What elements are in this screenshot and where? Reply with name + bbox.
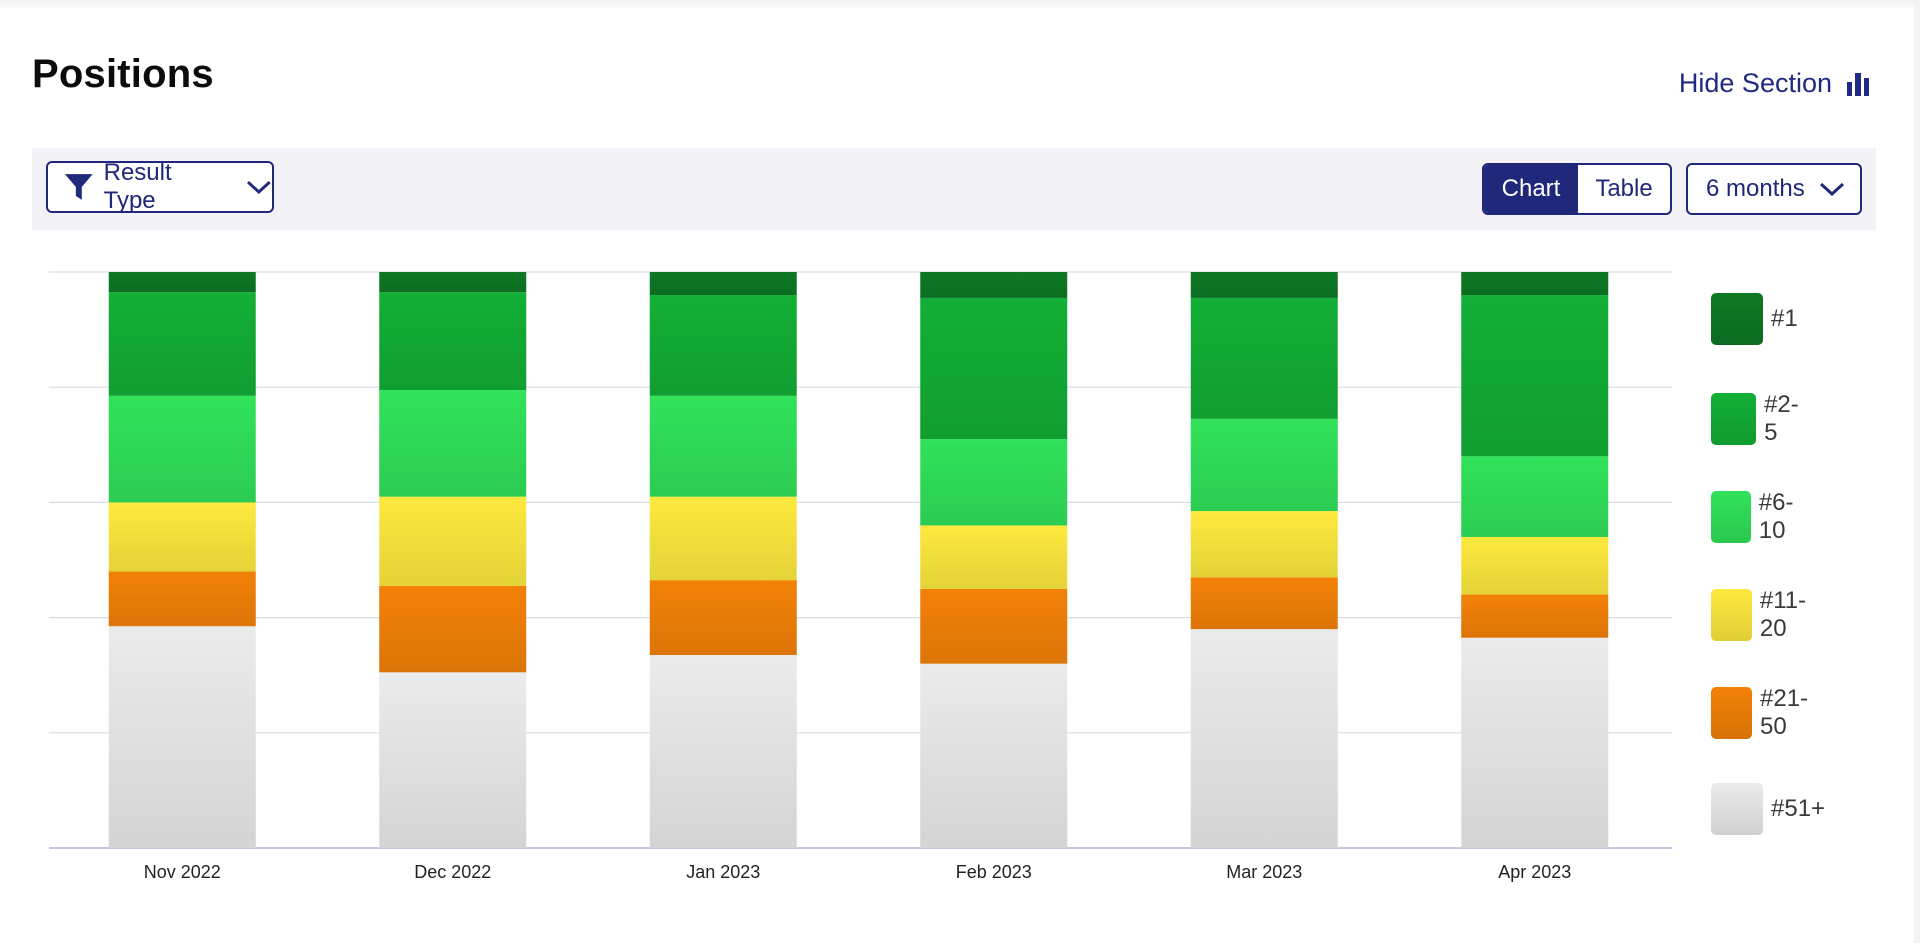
legend-swatch [1711, 589, 1752, 641]
time-range-label: 6 months [1706, 175, 1805, 202]
x-tick-label: Jan 2023 [686, 862, 760, 882]
bar-segment-1120-nov-2022[interactable] [108, 502, 256, 572]
bar-segment-610-nov-2022[interactable] [108, 395, 256, 503]
legend-label: #2-5 [1764, 391, 1799, 446]
legend-item[interactable]: #6-10 [1711, 489, 1806, 545]
bar-segment-1-feb-2023[interactable] [920, 272, 1068, 298]
bar-segment-1120-mar-2023[interactable] [1190, 511, 1338, 578]
bars [108, 272, 1609, 848]
bar-segment-1120-dec-2022[interactable] [379, 496, 527, 586]
bar-segment-25-nov-2022[interactable] [108, 292, 256, 396]
chevron-down-icon [1819, 182, 1844, 197]
x-tick-label: Apr 2023 [1498, 862, 1571, 882]
legend-label: #1 [1771, 305, 1798, 332]
bar-segment-25-jan-2023[interactable] [649, 295, 797, 396]
bar-segment-610-mar-2023[interactable] [1190, 418, 1338, 512]
bar-segment-51-jan-2023[interactable] [649, 655, 797, 848]
bar-segment-2150-apr-2023[interactable] [1461, 594, 1609, 638]
x-axis: Nov 2022 Dec 2022 Jan 2023 Feb 2023 Mar 2023… [144, 862, 1572, 882]
bar-segment-25-feb-2023[interactable] [920, 297, 1068, 440]
bar-segment-2150-mar-2023[interactable] [1190, 577, 1338, 630]
result-type-label: Result Type [103, 159, 172, 214]
bar-segment-25-dec-2022[interactable] [379, 292, 527, 391]
bar-segment-2150-feb-2023[interactable] [920, 588, 1068, 664]
legend-item[interactable]: #2-5 [1711, 391, 1806, 447]
bar-segment-610-jan-2023[interactable] [649, 395, 797, 497]
bar-segment-25-mar-2023[interactable] [1190, 297, 1338, 419]
chevron-down-icon [247, 180, 272, 194]
bar-segment-1-dec-2022[interactable] [379, 272, 527, 293]
x-tick-label: Feb 2023 [956, 862, 1032, 882]
hide-section-label: Hide Section [1678, 68, 1832, 98]
page-right-edge [1914, 0, 1920, 943]
bar-chart-icon [1847, 72, 1869, 96]
bar-segment-610-apr-2023[interactable] [1461, 456, 1609, 537]
bar-segment-1120-feb-2023[interactable] [920, 525, 1068, 589]
legend-swatch [1711, 783, 1763, 835]
bar-segment-610-feb-2023[interactable] [920, 439, 1068, 526]
legend-swatch [1711, 687, 1753, 739]
bar-segment-51-mar-2023[interactable] [1190, 629, 1338, 848]
gridlines [49, 271, 1672, 849]
result-type-filter-button[interactable]: Result Type [46, 159, 274, 214]
bar-segment-1-jan-2023[interactable] [649, 272, 797, 296]
bar-segment-25-apr-2023[interactable] [1461, 295, 1609, 457]
bar-segment-1-nov-2022[interactable] [108, 272, 256, 293]
chart-view-option[interactable]: Chart [1484, 165, 1578, 213]
time-range-dropdown[interactable]: 6 months [1686, 163, 1862, 215]
funnel-icon [64, 174, 93, 200]
legend-item[interactable]: #51+ [1711, 783, 1825, 835]
legend-item[interactable]: #1 [1711, 293, 1798, 345]
x-tick-label: Dec 2022 [414, 862, 491, 882]
bar-segment-610-dec-2022[interactable] [379, 390, 527, 497]
legend-label: #11-20 [1759, 587, 1807, 642]
bar-segment-51-dec-2022[interactable] [379, 672, 527, 848]
legend-swatch [1711, 393, 1757, 445]
top-shadow [0, 0, 1920, 10]
bar-segment-2150-nov-2022[interactable] [108, 571, 256, 627]
bar-segment-1120-apr-2023[interactable] [1461, 536, 1609, 595]
hide-section-button[interactable]: Hide Section [1679, 68, 1870, 99]
legend-swatch [1711, 293, 1763, 345]
legend-swatch [1711, 491, 1751, 543]
legend-label: #6-10 [1758, 489, 1794, 544]
view-toggle: Chart Table [1482, 163, 1672, 215]
bar-segment-51-feb-2023[interactable] [920, 663, 1068, 848]
legend-label: #51+ [1771, 795, 1826, 822]
bar-segment-51-nov-2022[interactable] [108, 626, 256, 848]
bar-segment-2150-dec-2022[interactable] [379, 585, 527, 673]
x-tick-label: Mar 2023 [1226, 862, 1302, 882]
bar-segment-51-apr-2023[interactable] [1461, 637, 1609, 848]
legend-label: #21-50 [1760, 685, 1809, 740]
bar-segment-1-apr-2023[interactable] [1461, 272, 1609, 296]
table-view-option[interactable]: Table [1595, 175, 1653, 202]
bar-segment-1-mar-2023[interactable] [1190, 272, 1338, 298]
legend-item[interactable]: #11-20 [1711, 587, 1817, 643]
bar-segment-1120-jan-2023[interactable] [649, 496, 797, 581]
legend-item[interactable]: #21-50 [1711, 685, 1819, 741]
x-tick-label: Nov 2022 [144, 862, 221, 882]
page-title: Positions [32, 52, 214, 96]
toolbar: Result Type Chart Table 6 months [32, 148, 1876, 230]
bar-segment-2150-jan-2023[interactable] [649, 580, 797, 656]
